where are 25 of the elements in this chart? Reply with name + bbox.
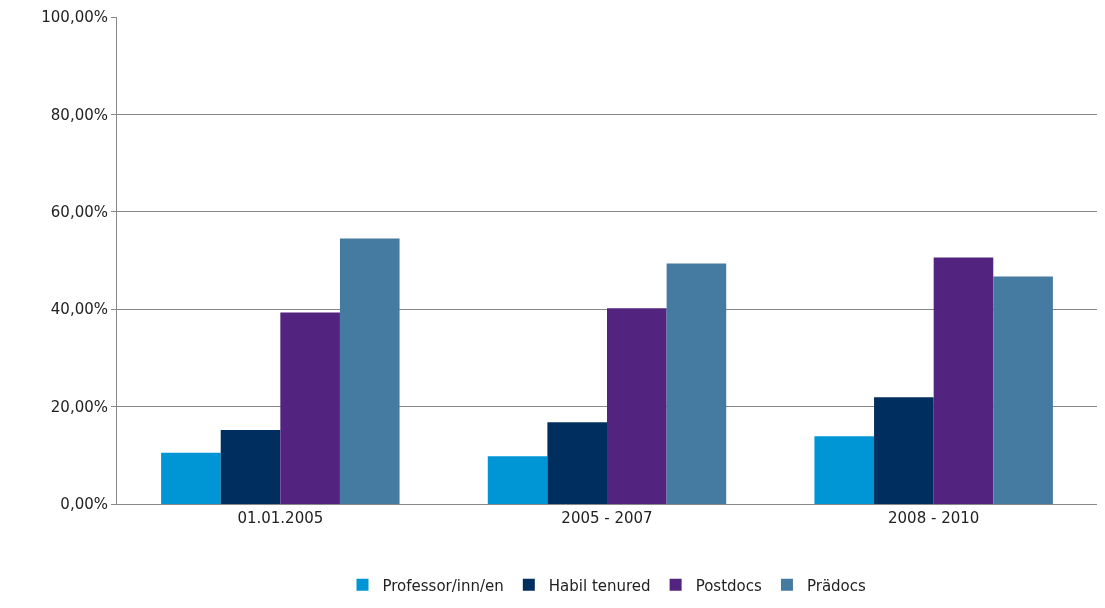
bar [666, 263, 727, 504]
legend-label: Prädocs [806, 576, 867, 595]
bar [280, 312, 340, 504]
x-tick-label: 2008 - 2010 [888, 509, 980, 527]
bar [547, 422, 607, 504]
y-tick-label: 100,00% [41, 8, 108, 27]
bar [161, 452, 221, 504]
bar [993, 276, 1053, 504]
legend-label: Professor/inn/en [382, 576, 504, 595]
x-tick-label: 01.01.2005 [237, 509, 324, 527]
bar [814, 436, 875, 504]
y-tick-label: 60,00% [50, 203, 108, 222]
y-tick-label: 20,00% [50, 397, 108, 416]
bar [487, 456, 548, 504]
y-tick-label: 0,00% [60, 495, 108, 514]
x-tick-label: 2005 - 2007 [561, 509, 653, 527]
bar [339, 238, 400, 504]
y-tick-label: 80,00% [50, 105, 108, 124]
bar [220, 429, 281, 504]
bar [933, 257, 994, 504]
bar [874, 397, 934, 504]
legend-label: Habil tenured [548, 576, 651, 595]
legend-label: Postdocs [695, 576, 762, 595]
bar [607, 308, 667, 504]
y-tick-label: 40,00% [50, 300, 108, 319]
